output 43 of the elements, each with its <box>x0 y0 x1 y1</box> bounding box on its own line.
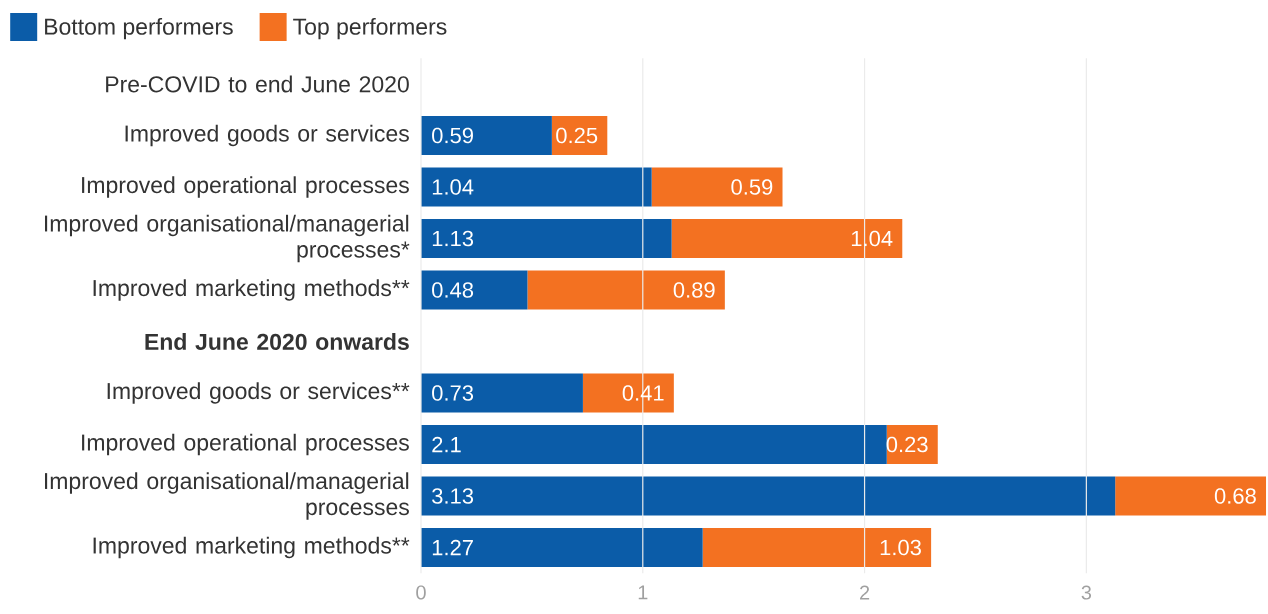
bar <box>527 270 725 310</box>
data-label: 0.25 <box>556 127 598 144</box>
data-label: 0.89 <box>673 282 715 298</box>
y-tick-label: Pre-COVID to end June 2020 <box>106 75 409 93</box>
data-label: 0.73 <box>432 385 474 401</box>
y-tick-label: Improved organisational/managerial processes <box>44 472 409 520</box>
bar <box>1115 476 1267 516</box>
data-label: 1.27 <box>432 539 473 556</box>
x-tick-label: 1 <box>638 585 648 600</box>
data-label: 2.1 <box>432 436 461 453</box>
bar <box>421 167 652 207</box>
data-label: 1.04 <box>432 179 474 195</box>
data-label: 0.59 <box>731 179 773 195</box>
legend-label: Top performers <box>293 17 447 40</box>
bar <box>651 167 783 207</box>
bar <box>702 528 932 568</box>
data-label: 1.13 <box>432 230 474 247</box>
y-tick-label: Improved operational processes <box>82 433 409 456</box>
x-tick-label: 0 <box>416 585 426 600</box>
bar <box>421 425 887 464</box>
data-label: 0.48 <box>432 282 474 298</box>
y-tick-label: Improved organisational/managerial processes* <box>44 214 410 263</box>
data-label: 0.59 <box>432 127 473 144</box>
bar <box>421 116 552 155</box>
bar <box>421 476 1116 516</box>
y-tick-label: End June 2020 onwards <box>145 333 409 350</box>
data-label: 3.13 <box>432 488 474 504</box>
y-tick-label: Improved marketing methods** <box>93 279 410 301</box>
data-label: 0.68 <box>1214 488 1256 504</box>
y-tick-label: Improved marketing methods** <box>93 536 410 559</box>
x-tick-label: 3 <box>1081 585 1092 600</box>
x-tick-label: 2 <box>860 585 870 600</box>
bar <box>421 219 672 258</box>
bar <box>671 219 903 258</box>
legend-label: Bottom performers <box>45 17 233 40</box>
y-tick-label: Improved goods or services** <box>107 382 410 404</box>
y-tick-label: Improved goods or services <box>125 124 409 147</box>
y-tick-label: Improved operational processes <box>82 176 409 198</box>
bar <box>421 373 583 413</box>
bar <box>421 270 528 310</box>
data-label: 1.03 <box>880 539 921 556</box>
bar <box>551 116 608 155</box>
bar <box>421 528 703 568</box>
